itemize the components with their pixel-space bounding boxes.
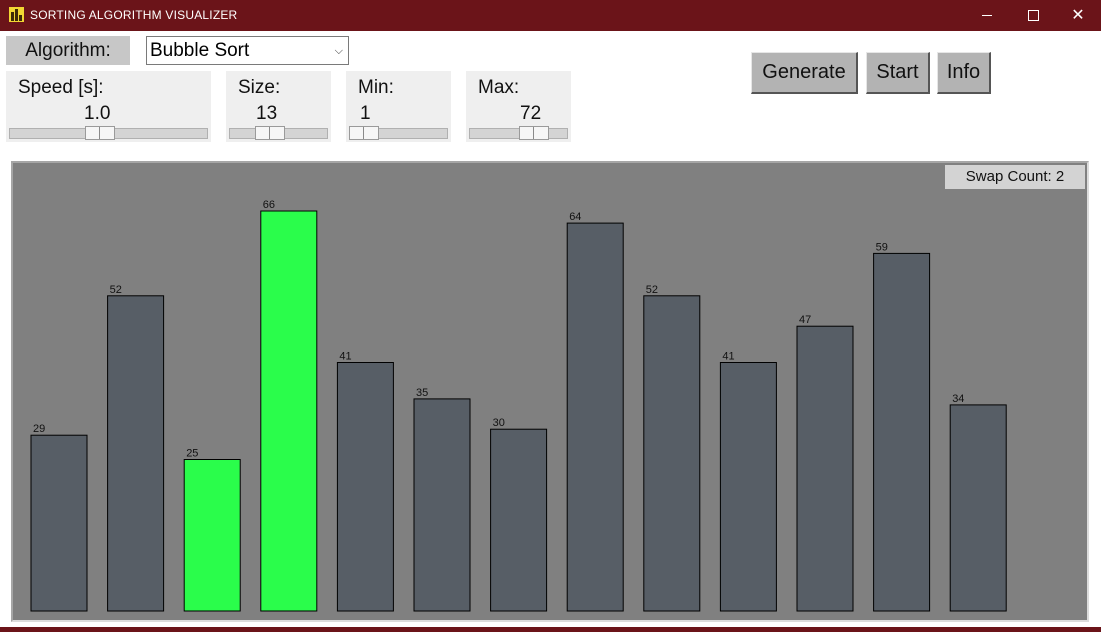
- speed-control: Speed [s]: 1.0: [6, 71, 211, 142]
- info-button[interactable]: Info: [937, 52, 991, 94]
- min-control: Min: 1: [346, 71, 451, 142]
- size-slider-thumb[interactable]: [255, 126, 285, 140]
- minimize-icon[interactable]: [964, 0, 1010, 31]
- speed-slider-thumb[interactable]: [85, 126, 115, 140]
- close-icon[interactable]: ✕: [1055, 0, 1101, 31]
- speed-value: 1.0: [84, 103, 111, 124]
- chevron-down-icon: ⌵: [334, 44, 343, 57]
- window-bottom-border: [0, 627, 1101, 632]
- title-bar[interactable]: SORTING ALGORITHM VISUALIZER ✕: [0, 0, 1101, 31]
- size-control: Size: 13: [226, 71, 331, 142]
- min-value: 1: [360, 103, 371, 124]
- min-slider-thumb[interactable]: [349, 126, 379, 140]
- generate-button[interactable]: Generate: [751, 52, 858, 94]
- algorithm-selected-value: Bubble Sort: [150, 40, 250, 61]
- swap-count-label: Swap Count: 2: [945, 165, 1085, 189]
- max-control: Max: 72: [466, 71, 571, 142]
- max-value: 72: [520, 103, 542, 124]
- max-label: Max:: [478, 77, 520, 98]
- size-label: Size:: [238, 77, 281, 98]
- start-button[interactable]: Start: [866, 52, 930, 94]
- algorithm-select[interactable]: Bubble Sort ⌵: [146, 36, 349, 65]
- window-title: SORTING ALGORITHM VISUALIZER: [30, 8, 238, 22]
- size-value: 13: [256, 103, 278, 124]
- min-label: Min:: [358, 77, 394, 98]
- speed-label: Speed [s]:: [18, 77, 104, 98]
- close-glyph: ✕: [1071, 5, 1085, 24]
- chart-area: [11, 161, 1089, 622]
- maximize-icon[interactable]: [1010, 0, 1056, 31]
- max-slider-thumb[interactable]: [519, 126, 549, 140]
- app-icon: [9, 7, 24, 22]
- max-slider-track[interactable]: [469, 128, 568, 139]
- algorithm-label: Algorithm:: [6, 36, 130, 65]
